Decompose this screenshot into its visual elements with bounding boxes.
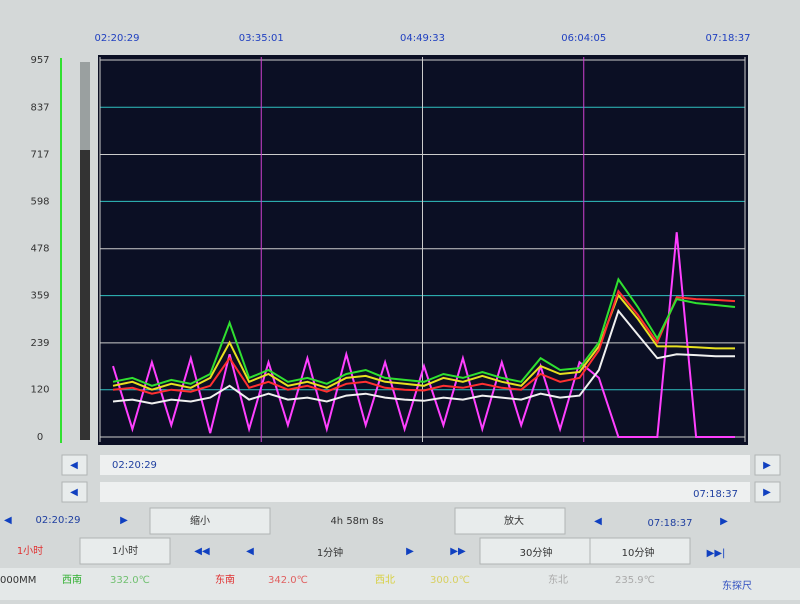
- scroll-left[interactable]: [61, 481, 88, 503]
- probe: 东探尺: [722, 579, 752, 592]
- x-tick-label: 07:18:37: [706, 33, 751, 44]
- start-time: 02:20:29: [36, 515, 81, 526]
- x-tick-label: 04:49:33: [400, 33, 445, 44]
- back[interactable]: ◀: [246, 546, 254, 557]
- x-tick-label: 02:20:29: [95, 33, 140, 44]
- span: 4h 58m 8s: [330, 516, 383, 527]
- arrow: ◀: [70, 460, 78, 471]
- series-line: [112, 289, 736, 395]
- scroll-end: 07:18:37: [693, 489, 738, 500]
- unit: 000MM: [0, 575, 36, 586]
- end-time: 07:18:37: [648, 518, 693, 529]
- arrow: ▶: [763, 487, 771, 498]
- step-button[interactable]: [79, 537, 171, 565]
- arrow: ▶: [763, 460, 771, 471]
- ten-button[interactable]: [589, 537, 691, 565]
- scroll-left[interactable]: [61, 454, 88, 476]
- se: 东南: [215, 573, 235, 586]
- axis-bar: [60, 58, 62, 443]
- ten: 10分钟: [622, 546, 655, 559]
- scroll-start: 02:20:29: [112, 460, 157, 471]
- zoom-out-button[interactable]: [149, 507, 271, 535]
- y-tick-label: 837: [30, 102, 49, 113]
- series-line: [112, 277, 736, 387]
- y-tick-label: 0: [37, 432, 43, 443]
- scroll-track[interactable]: [100, 455, 750, 475]
- y-tick-label: 239: [30, 338, 49, 349]
- next-button[interactable]: ▶: [720, 516, 728, 527]
- fast-forward[interactable]: ▶▶: [450, 546, 466, 557]
- minute: 1分钟: [317, 546, 343, 559]
- prev-button[interactable]: ◀: [594, 516, 602, 527]
- step: 1小时: [112, 545, 138, 557]
- y-tick-label: 598: [30, 196, 49, 207]
- next-button[interactable]: ▶: [120, 515, 128, 526]
- y-tick-label: 957: [30, 55, 49, 66]
- step-active[interactable]: 1小时: [17, 545, 43, 557]
- scroll-right[interactable]: [754, 481, 781, 503]
- zoom-out: 缩小: [190, 514, 210, 527]
- sw-value: 332.0℃: [110, 575, 150, 586]
- y-tick-label: 717: [30, 150, 49, 161]
- x-tick-label: 06:04:05: [561, 33, 606, 44]
- nw-value: 300.0℃: [430, 575, 470, 586]
- prev-button[interactable]: ◀: [4, 515, 12, 526]
- forward[interactable]: ▶: [406, 546, 414, 557]
- thirty: 30分钟: [520, 546, 553, 559]
- zoom-in-button[interactable]: [454, 507, 566, 535]
- zoom-in: 放大: [504, 514, 524, 527]
- nw: 西北: [375, 574, 395, 586]
- series-line: [112, 308, 735, 405]
- scroll-right[interactable]: [754, 454, 781, 476]
- arrow: ◀: [70, 487, 78, 498]
- status-bar: [0, 568, 800, 600]
- y-tick-label: 120: [30, 385, 49, 396]
- ne-value: 235.9℃: [615, 575, 655, 586]
- y-tick-label: 478: [30, 244, 49, 255]
- scroll-track[interactable]: [100, 482, 750, 502]
- fast-back[interactable]: ◀◀: [194, 546, 210, 557]
- sw: 西南: [62, 573, 82, 586]
- end-button[interactable]: ▶▶|: [707, 548, 726, 559]
- se-value: 342.0℃: [268, 575, 308, 586]
- series-line: [112, 232, 735, 438]
- series-line: [112, 293, 735, 391]
- y-tick-label: 359: [30, 291, 49, 302]
- slider-fill: [80, 150, 90, 440]
- x-tick-label: 03:35:01: [239, 33, 284, 44]
- ne: 东北: [548, 573, 568, 586]
